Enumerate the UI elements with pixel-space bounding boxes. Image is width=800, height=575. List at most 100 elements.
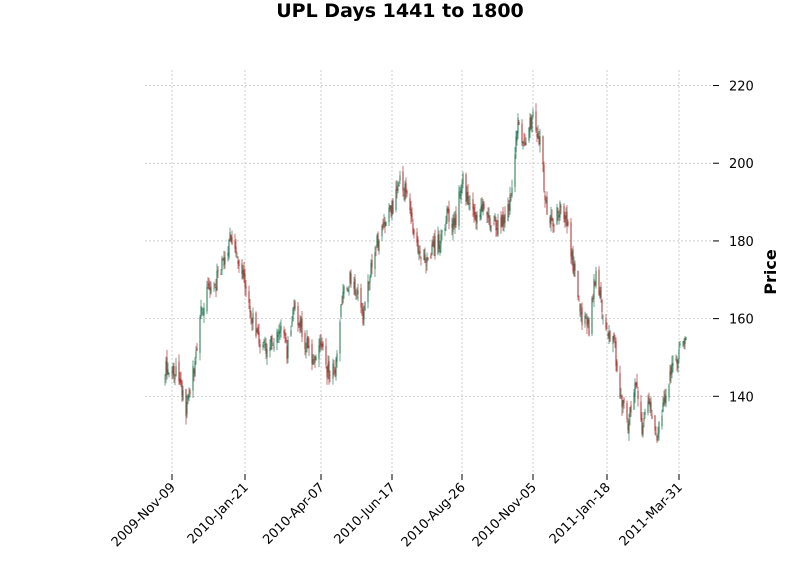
candle <box>325 338 327 369</box>
candle <box>531 115 533 133</box>
candle-body <box>587 317 589 324</box>
candle-body <box>627 423 629 431</box>
y-tick-label: 180 <box>729 235 754 250</box>
candle-body <box>497 220 499 235</box>
candle <box>283 326 285 339</box>
candle <box>432 235 434 247</box>
candle-body <box>537 132 539 139</box>
candle-body <box>214 283 216 286</box>
candle <box>515 130 517 159</box>
candle-body <box>650 402 652 412</box>
candle-body <box>364 302 366 311</box>
candle-body <box>518 121 520 125</box>
candle-body <box>335 359 337 377</box>
candle-body <box>423 249 425 261</box>
candle-body <box>657 432 659 438</box>
candle-body <box>566 211 568 227</box>
candle <box>567 219 569 227</box>
candle-body <box>349 271 351 284</box>
candle-body <box>487 213 489 218</box>
candle <box>293 299 295 315</box>
candle <box>385 221 387 227</box>
candle <box>248 285 250 309</box>
candle-body <box>460 189 462 200</box>
candle-body <box>242 270 244 279</box>
candle <box>500 211 502 234</box>
candle-body <box>266 348 268 357</box>
candle-body <box>572 249 574 272</box>
candle <box>530 114 532 130</box>
candle-body <box>388 207 390 222</box>
candle-body <box>522 141 524 145</box>
candle-body <box>649 401 651 408</box>
candle-body <box>543 164 545 191</box>
candle <box>448 200 450 230</box>
candle-body <box>424 254 426 263</box>
candle <box>346 286 348 291</box>
candle <box>672 355 674 373</box>
candle <box>557 207 559 221</box>
candle-body <box>369 276 371 283</box>
candle <box>649 398 651 413</box>
candle-body <box>321 344 323 347</box>
candle <box>181 380 183 402</box>
candle-body <box>553 224 555 226</box>
candle <box>433 233 435 257</box>
x-tick-label: 2011-Jan-18 <box>547 480 614 547</box>
candle <box>616 359 618 373</box>
candle <box>529 113 531 139</box>
candle <box>327 355 329 380</box>
y-tick-label: 160 <box>729 313 754 328</box>
grid <box>145 70 712 474</box>
candle <box>201 306 203 316</box>
candle <box>398 180 400 187</box>
candle-body <box>581 307 583 325</box>
candle-body <box>574 263 576 271</box>
candle-body <box>448 208 450 222</box>
candle-body <box>515 136 517 152</box>
candle-body <box>311 343 313 364</box>
candle <box>642 422 644 438</box>
candle-body <box>500 217 502 228</box>
candle-body <box>479 215 481 217</box>
candle <box>587 316 589 329</box>
candle-body <box>682 341 684 343</box>
candle <box>577 270 579 301</box>
candle-body <box>594 282 596 285</box>
candle-body <box>493 223 495 224</box>
candle <box>256 327 258 334</box>
candle <box>257 324 259 335</box>
candle <box>252 307 254 331</box>
candle <box>235 239 237 258</box>
x-tick-label: 2010-Aug-26 <box>399 480 469 550</box>
candle-body <box>405 182 407 193</box>
candle <box>550 206 552 232</box>
candle <box>446 205 448 224</box>
candle-body <box>178 361 180 382</box>
candle-body <box>339 321 341 354</box>
candle-body <box>381 226 383 237</box>
candle-body <box>313 359 315 361</box>
candle-body <box>473 206 475 216</box>
candle <box>166 349 168 380</box>
candle-body <box>187 395 189 400</box>
candle <box>441 229 443 241</box>
candle-body <box>241 263 243 274</box>
candle-body <box>542 136 544 165</box>
candle-body <box>383 221 385 225</box>
candle-body <box>439 244 441 254</box>
candle-body <box>643 418 645 422</box>
candle <box>200 299 202 320</box>
candle-body <box>230 235 232 242</box>
candle-body <box>426 256 428 263</box>
candle-body <box>626 403 628 420</box>
candle-body <box>545 200 547 202</box>
candle <box>609 330 611 343</box>
candle <box>187 393 189 405</box>
candle-body <box>328 360 330 380</box>
candle-body <box>357 290 359 295</box>
candle <box>178 354 180 385</box>
candle <box>608 325 610 344</box>
candle-body <box>263 340 265 343</box>
